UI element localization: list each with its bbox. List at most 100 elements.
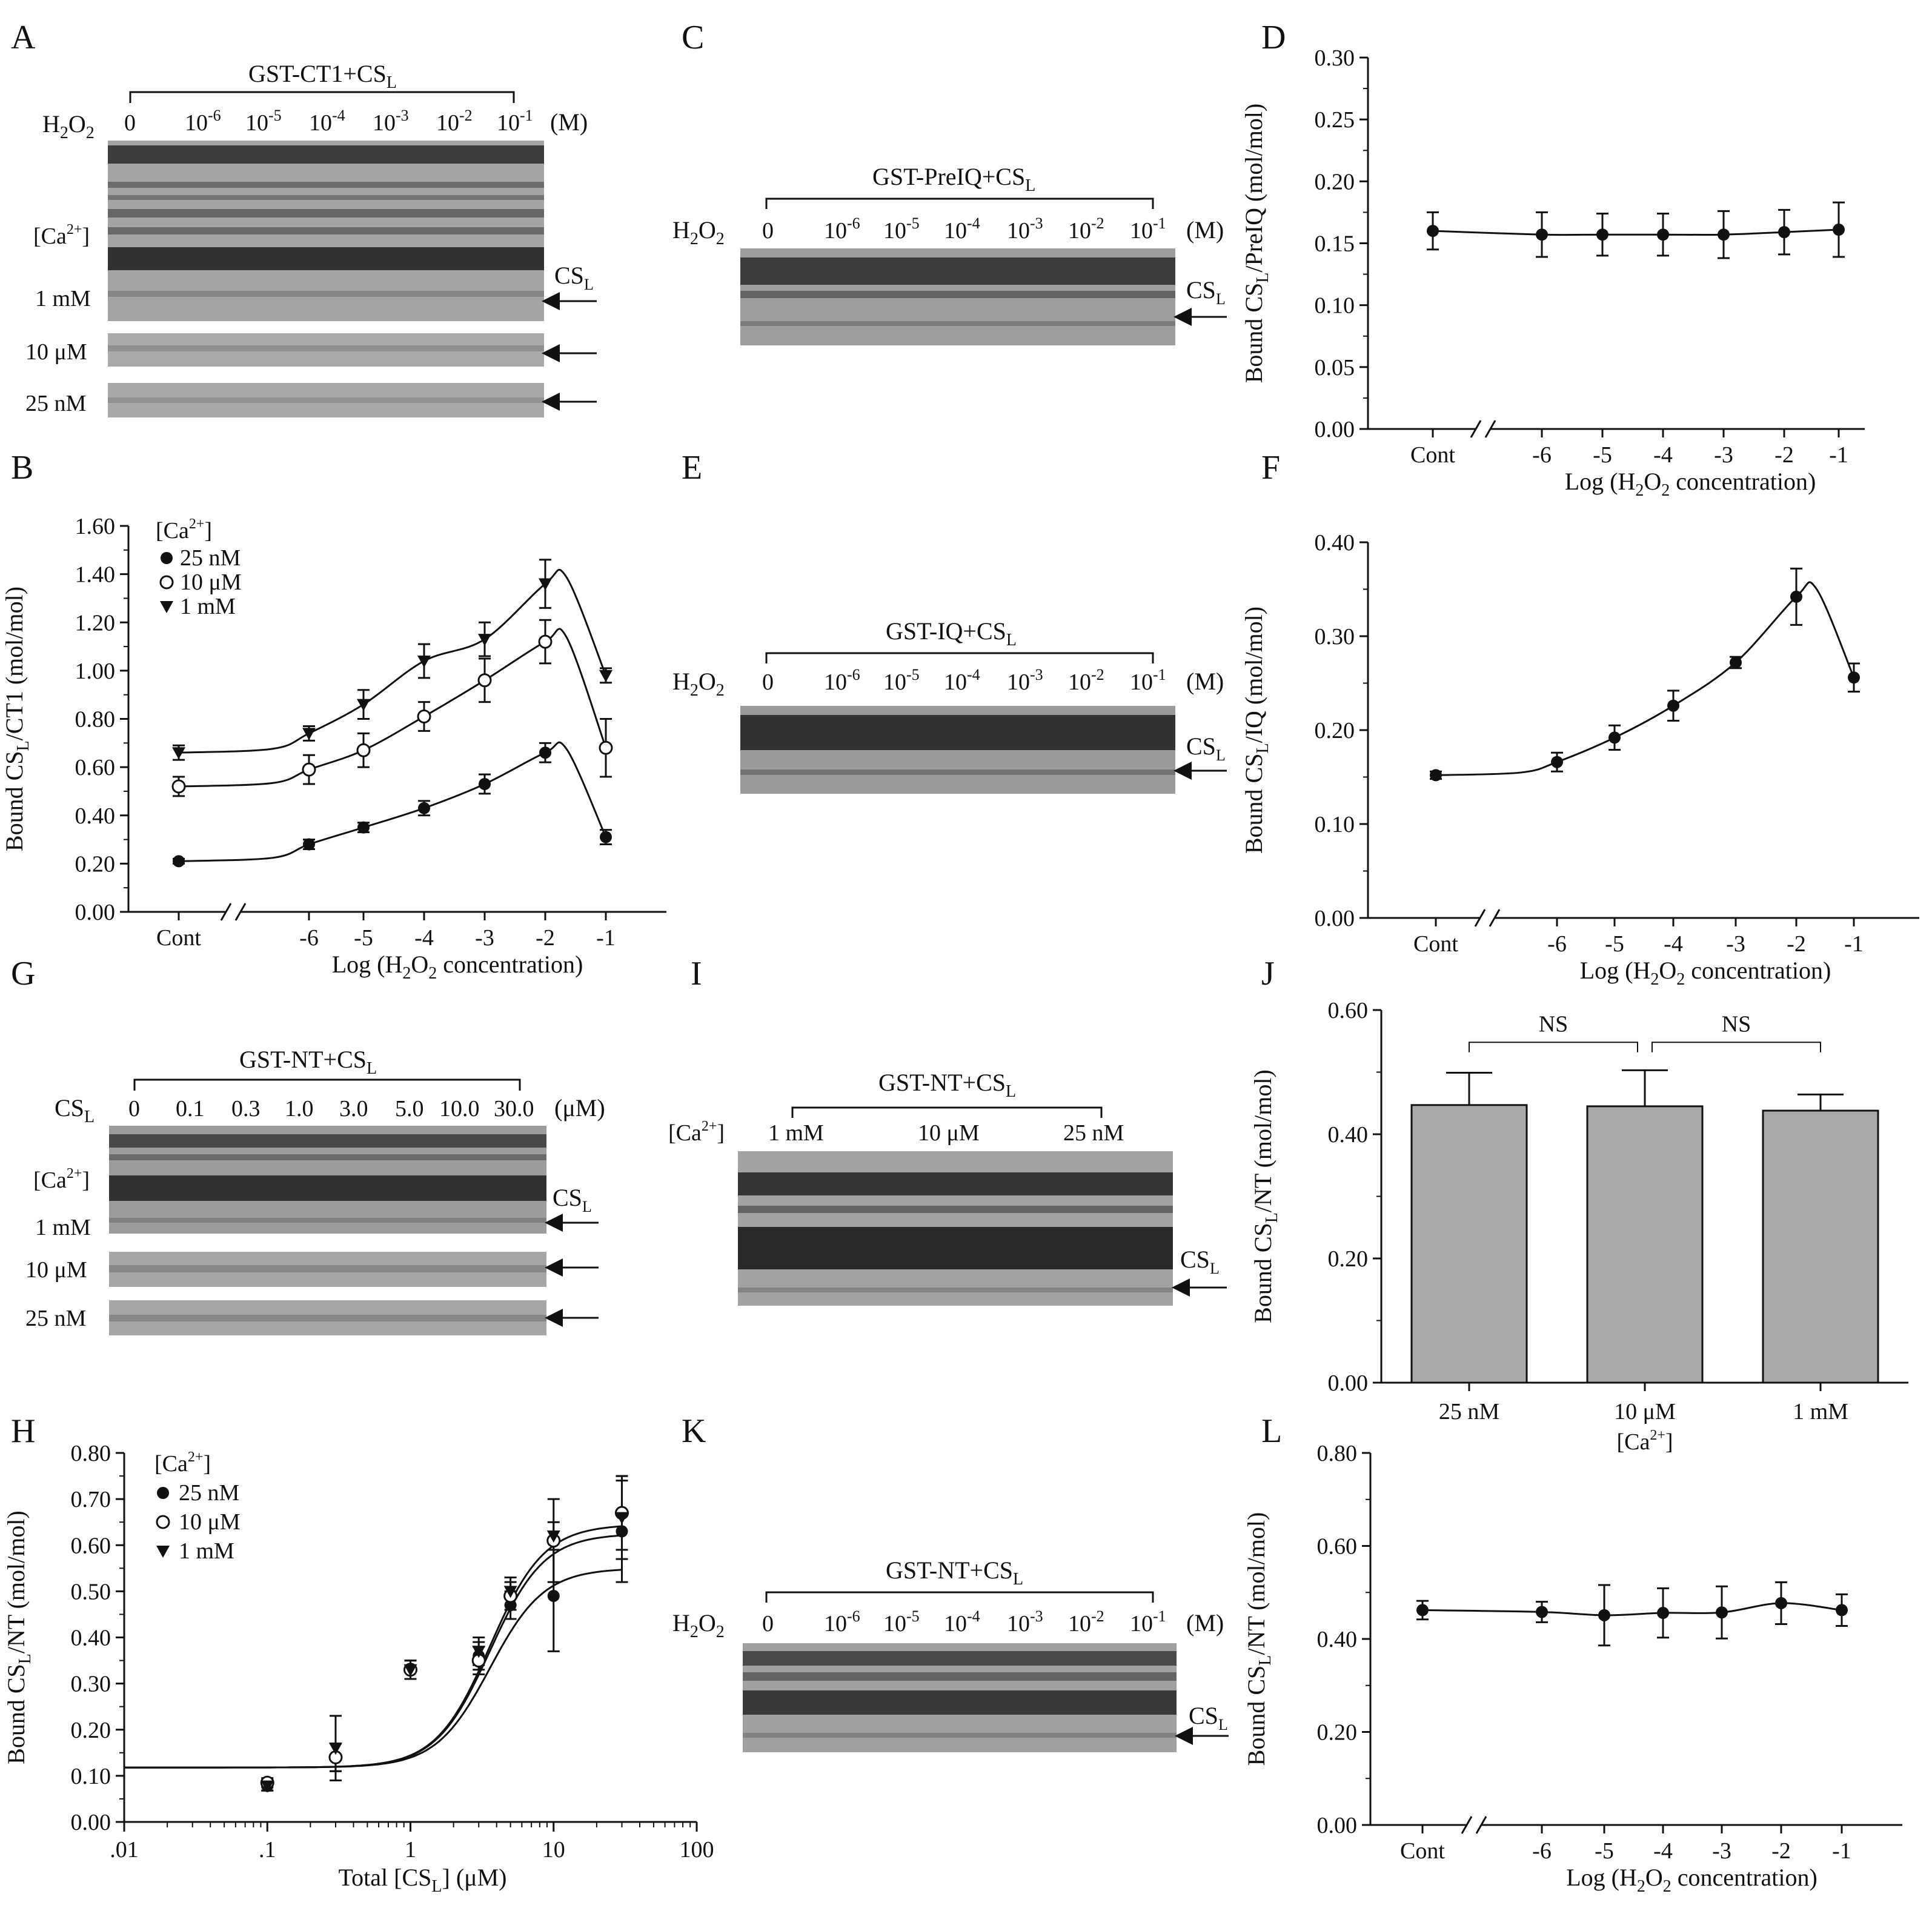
data-point xyxy=(303,838,315,851)
panel-letter: E xyxy=(682,449,702,487)
lane-label: 10-3 xyxy=(1007,666,1043,695)
data-point xyxy=(161,552,173,564)
data-point xyxy=(1608,731,1621,744)
csl-label: CSL xyxy=(1189,1702,1228,1733)
y-tick-label: 0.70 xyxy=(71,1487,111,1512)
y-tick-label: 0.30 xyxy=(1315,624,1355,650)
x-tick-label: -3 xyxy=(1712,1838,1731,1864)
lane-label: 10 μM xyxy=(918,1120,980,1146)
strip-label: 10 μM xyxy=(25,1257,87,1283)
y-tick-label: 0.50 xyxy=(71,1579,111,1604)
x-axis-label: Log (H2O2 concentration) xyxy=(1580,957,1831,989)
x-tick-label: 1 mM xyxy=(1793,1399,1848,1424)
lane-label: 10-2 xyxy=(1068,1607,1104,1637)
data-point xyxy=(1657,1607,1669,1620)
x-tick-label: 1 xyxy=(405,1837,416,1863)
panel-e: E GST-IQ+CSL H2O2 0 10-6 10-5 10-4 10-3 … xyxy=(672,449,1227,794)
x-tick-label: Cont xyxy=(1413,931,1458,957)
chart-d: D 0.00 0.05 0.10 0.15 0.20 0.25 0.30 Bound CSL/P… xyxy=(1240,19,1865,500)
x-tick-label: 100 xyxy=(680,1837,714,1863)
panel-letter: K xyxy=(682,1412,706,1450)
x-axis-label: Total [CSL] (μM) xyxy=(339,1864,507,1896)
x-tick-label: Cont xyxy=(156,925,201,951)
data-point xyxy=(328,1743,342,1755)
ca-label: [Ca2+] xyxy=(33,1166,90,1193)
axis-break xyxy=(1461,1816,1473,1834)
y-tick-label: 0.10 xyxy=(1315,812,1355,837)
y-tick-label: 0.40 xyxy=(1317,1627,1358,1652)
data-point xyxy=(1730,656,1742,669)
ca-label: [Ca2+] xyxy=(668,1118,725,1146)
unit-label: (μM) xyxy=(554,1094,605,1122)
csl-label: CSL xyxy=(1186,733,1226,764)
lane-label: 10-3 xyxy=(1007,214,1043,244)
panel-g: G GST-NT+CSL CSL 0 0.1 0.3 1.0 3.0 5.0 1… xyxy=(11,955,605,1335)
x-tick-label: -3 xyxy=(1714,442,1733,468)
lane-label: 10-1 xyxy=(1130,214,1166,244)
x-tick-label: Cont xyxy=(1400,1838,1445,1864)
data-point xyxy=(1667,699,1679,712)
lane-label: 10-1 xyxy=(1130,666,1166,695)
lane-labels: 0 10-6 10-5 10-4 10-3 10-2 10-1 xyxy=(762,214,1166,244)
chart-j: J 0.00 0.20 0.40 0.60 Bound CSL/NT (mol/mol) 2… xyxy=(1249,955,1908,1455)
y-tick-label: 0.00 xyxy=(1315,906,1355,931)
axis-break xyxy=(220,903,232,921)
data-point xyxy=(302,762,316,777)
data-point xyxy=(599,740,613,755)
data-point xyxy=(171,779,186,794)
y-tick-label: 0.30 xyxy=(71,1672,111,1697)
data-point xyxy=(1716,1606,1728,1619)
csl-row-label: CSL xyxy=(55,1094,95,1126)
csl-label: CSL xyxy=(1186,276,1226,308)
data-point xyxy=(1430,769,1442,782)
y-tick-label: 0.25 xyxy=(1315,107,1355,133)
panel-k: K GST-NT+CSL H2O2 0 10-6 10-5 10-4 10-3 … xyxy=(672,1412,1229,1752)
lane-label: 10-2 xyxy=(1068,666,1104,695)
data-point xyxy=(1778,226,1790,239)
unit-label: (M) xyxy=(1186,668,1224,695)
lane-bracket xyxy=(765,198,1154,209)
strip-label: 25 nM xyxy=(25,1306,86,1331)
data-point xyxy=(157,1487,169,1499)
x-tick-label: -2 xyxy=(1771,1838,1791,1864)
y-tick-label: 1.20 xyxy=(75,610,116,636)
axis-break xyxy=(1489,909,1501,927)
significance-label: NS xyxy=(1539,1011,1569,1037)
x-tick-label: -3 xyxy=(475,925,494,951)
data-point xyxy=(1596,228,1608,241)
y-axis-label: Bound CSL/IQ (mol/mol) xyxy=(1240,607,1272,854)
x-axis-label: Log (H2O2 concentration) xyxy=(1566,1864,1817,1896)
bar xyxy=(1762,1109,1879,1384)
y-tick-label: 0.15 xyxy=(1315,231,1355,257)
data-point xyxy=(1836,1604,1848,1617)
lane-label: 10-4 xyxy=(944,666,980,695)
construct-title: GST-CT1+CSL xyxy=(248,60,397,92)
significance-label: NS xyxy=(1722,1011,1751,1037)
legend-title: [Ca2+] xyxy=(156,516,212,543)
lane-label: 10-1 xyxy=(497,107,533,136)
gel-image xyxy=(109,1126,546,1335)
panel-c: C GST-PreIQ+CSL H2O2 0 10-6 10-5 10-4 10… xyxy=(672,19,1227,345)
legend-label: 1 mM xyxy=(179,1538,234,1564)
lane-label: 10-1 xyxy=(1130,1607,1166,1637)
csl-label: CSL xyxy=(1180,1246,1220,1277)
data-point xyxy=(616,1525,628,1538)
panel-i: I GST-NT+CSL [Ca2+] 1 mM 10 μM 25 nM CSL xyxy=(668,955,1227,1306)
panel-a: A GST-CT1+CSL H2O2 0 10-6 10-5 10-4 10-3… xyxy=(11,19,597,417)
chart-f: F 0.00 0.10 0.20 0.30 0.40 Bound CSL/IQ (mol/m… xyxy=(1240,449,1919,989)
panel-letter: F xyxy=(1261,449,1280,487)
data-point xyxy=(479,777,491,790)
x-tick-label: -5 xyxy=(1593,442,1612,468)
data-point xyxy=(156,1546,170,1558)
x-tick-label: Cont xyxy=(1410,442,1455,468)
y-tick-label: 0.40 xyxy=(75,803,116,829)
bar xyxy=(1410,1104,1528,1384)
x-tick-label: -2 xyxy=(1774,442,1794,468)
h2o2-row-label: H2O2 xyxy=(672,668,725,700)
data-point xyxy=(503,1586,517,1598)
significance-bracket xyxy=(1651,1042,1821,1052)
lane-labels: 0 10-6 10-5 10-4 10-3 10-2 10-1 xyxy=(762,666,1166,695)
fit-curve xyxy=(124,1525,622,1769)
unit-label: (M) xyxy=(550,108,588,136)
data-point xyxy=(160,601,173,613)
